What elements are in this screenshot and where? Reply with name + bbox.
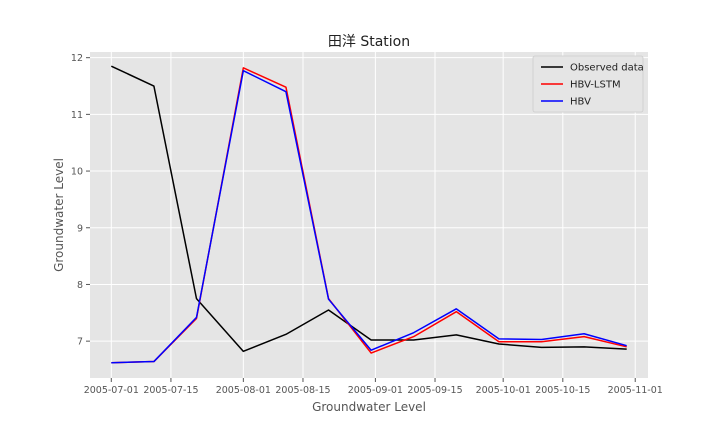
grid-lines xyxy=(90,52,648,378)
x-tick-label: 2005-09-01 xyxy=(348,385,403,396)
series-line-hbv-lstm xyxy=(111,67,627,364)
x-tick-label: 2005-09-15 xyxy=(407,385,462,396)
series-lines xyxy=(110,65,627,364)
x-tick-label: 2005-08-01 xyxy=(216,385,271,396)
y-tick-label: 10 xyxy=(71,167,83,178)
y-tick-label: 9 xyxy=(77,223,83,234)
y-axis-ticks: 7 8 9 10 11 12 xyxy=(71,53,90,348)
legend: Observed data HBV-LSTM HBV xyxy=(532,55,644,113)
x-axis-ticks: 2005-07-01 2005-07-15 2005-08-01 2005-08-15… xyxy=(84,378,663,396)
x-tick-label: 2005-10-01 xyxy=(476,385,531,396)
x-axis-label: Groundwater Level xyxy=(312,400,426,414)
x-tick-label: 2005-11-01 xyxy=(608,385,663,396)
legend-label-hbv-lstm: HBV-LSTM xyxy=(570,80,621,91)
x-tick-label: 2005-10-15 xyxy=(535,385,590,396)
y-tick-label: 7 xyxy=(77,337,83,348)
x-tick-label: 2005-07-01 xyxy=(84,385,139,396)
series-line-observed-data xyxy=(110,65,627,353)
x-tick-label: 2005-08-15 xyxy=(275,385,330,396)
legend-label-observed-data: Observed data xyxy=(570,63,644,74)
y-axis-label: Groundwater Level xyxy=(52,158,66,272)
legend-box xyxy=(532,55,644,113)
legend-label-hbv: HBV xyxy=(570,97,591,108)
y-tick-label: 8 xyxy=(77,280,83,291)
series-line-hbv xyxy=(111,69,627,364)
y-tick-label: 12 xyxy=(71,53,83,64)
chart-title: 田洋 Station xyxy=(328,34,410,50)
x-tick-label: 2005-07-15 xyxy=(143,385,198,396)
y-tick-label: 11 xyxy=(71,110,83,121)
